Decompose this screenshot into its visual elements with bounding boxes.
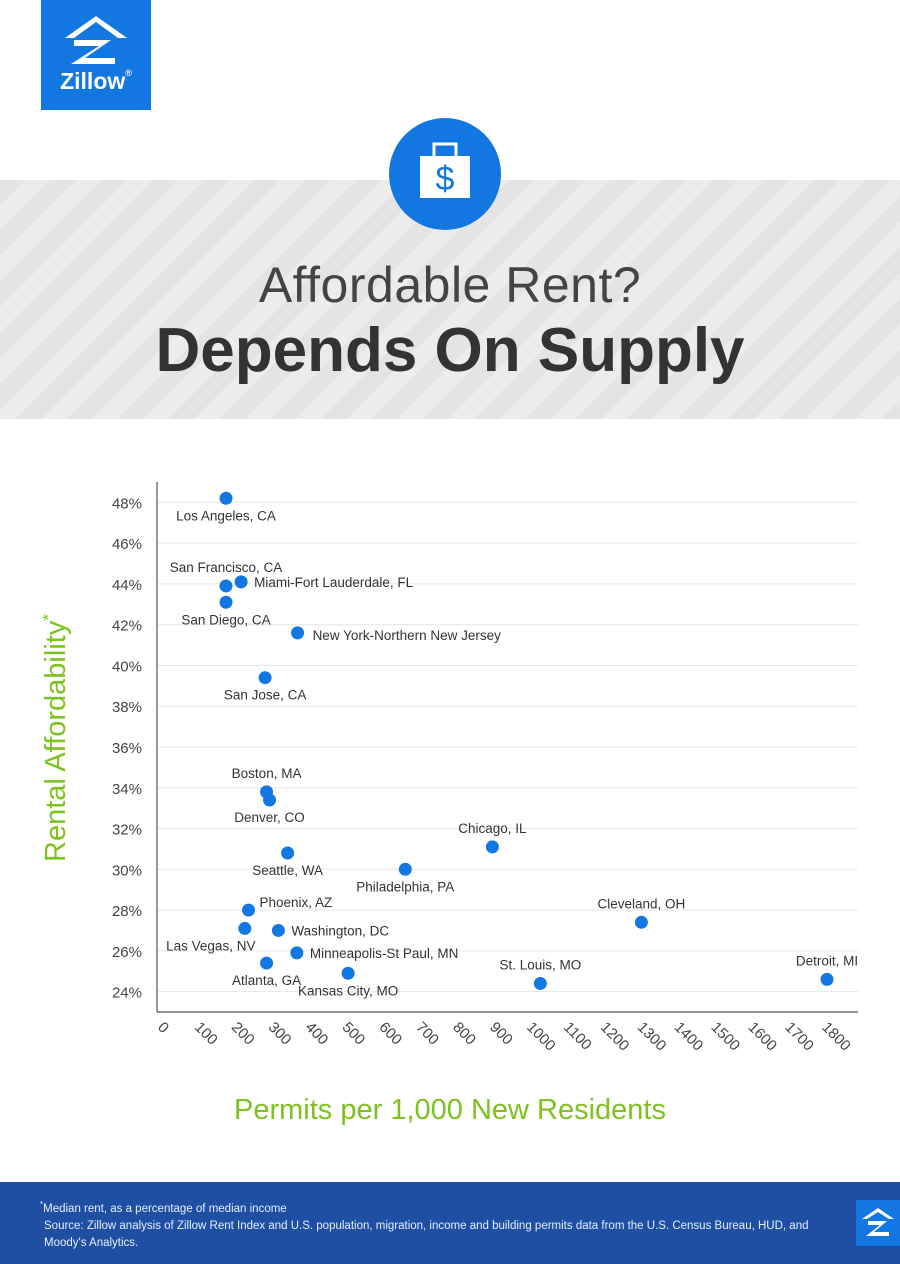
data-point xyxy=(234,575,248,589)
x-tick-label: 1300 xyxy=(634,1019,670,1055)
dollar-sign-icon: $ xyxy=(436,160,455,198)
data-point xyxy=(219,491,233,505)
data-label: New York-Northern New Jersey xyxy=(313,628,502,643)
x-tick-label: 300 xyxy=(265,1019,295,1049)
zillow-logo: Zillow® xyxy=(41,0,151,110)
data-point xyxy=(820,972,834,986)
data-label: Las Vegas, NV xyxy=(166,938,255,953)
y-tick-label: 38% xyxy=(112,699,142,716)
data-label: Kansas City, MO xyxy=(298,983,398,998)
data-label: Philadelphia, PA xyxy=(356,879,454,894)
data-label: Minneapolis-St Paul, MN xyxy=(310,946,459,961)
data-point xyxy=(241,903,255,917)
data-point xyxy=(485,840,499,854)
data-point xyxy=(238,921,252,935)
data-label: Atlanta, GA xyxy=(232,973,301,988)
y-tick-label: 30% xyxy=(112,862,142,879)
zillow-logo-icon xyxy=(65,16,127,64)
y-tick-label: 28% xyxy=(112,903,142,920)
x-tick-label: 600 xyxy=(376,1019,406,1049)
x-tick-label: 1000 xyxy=(523,1019,559,1055)
footer: *Median rent, as a percentage of median … xyxy=(0,1182,900,1264)
data-label: Boston, MA xyxy=(232,766,302,781)
data-point xyxy=(271,923,285,937)
data-label: Detroit, MI xyxy=(796,953,858,968)
data-label: San Diego, CA xyxy=(181,612,270,627)
source-note: Source: Zillow analysis of Zillow Rent I… xyxy=(44,1220,809,1249)
x-tick-label: 1500 xyxy=(708,1019,744,1055)
data-label: Miami-Fort Lauderdale, FL xyxy=(254,575,414,590)
data-point xyxy=(341,966,355,980)
y-axis-label: Rental Affordability* xyxy=(39,614,72,862)
x-tick-label: 700 xyxy=(412,1019,442,1049)
y-tick-label: 26% xyxy=(112,944,142,961)
data-label: Denver, CO xyxy=(234,810,305,825)
data-label: Phoenix, AZ xyxy=(259,895,332,910)
data-label: Chicago, IL xyxy=(458,821,527,836)
y-tick-label: 44% xyxy=(112,577,142,594)
data-label: Cleveland, OH xyxy=(598,896,686,911)
footer-logo xyxy=(856,1200,900,1246)
y-tick-label: 36% xyxy=(112,740,142,757)
x-axis-label: Permits per 1,000 New Residents xyxy=(234,1094,666,1126)
x-tick-label: 800 xyxy=(449,1019,479,1049)
x-tick-label: 0 xyxy=(154,1019,172,1037)
x-tick-label: 1800 xyxy=(818,1019,854,1055)
x-tick-label: 1200 xyxy=(597,1019,633,1055)
data-point xyxy=(291,626,305,640)
data-point xyxy=(260,956,274,970)
title-bold: Depends On Supply xyxy=(155,316,745,385)
y-tick-label: 40% xyxy=(112,658,142,675)
data-point xyxy=(533,976,547,990)
y-tick-label: 42% xyxy=(112,618,142,635)
data-label: San Jose, CA xyxy=(224,688,307,703)
x-tick-label: 200 xyxy=(228,1019,258,1049)
x-tick-label: 400 xyxy=(302,1019,332,1049)
y-tick-label: 48% xyxy=(112,495,142,512)
data-label: Washington, DC xyxy=(291,923,389,938)
data-label: St. Louis, MO xyxy=(499,957,581,972)
data-label: Seattle, WA xyxy=(252,863,323,878)
data-point xyxy=(634,915,648,929)
x-tick-label: 1700 xyxy=(781,1019,817,1055)
x-tick-label: 1400 xyxy=(671,1019,707,1055)
y-tick-label: 24% xyxy=(112,985,142,1002)
y-tick-label: 34% xyxy=(112,781,142,798)
money-icon-circle: $ xyxy=(389,118,501,230)
data-point xyxy=(219,595,233,609)
data-point xyxy=(258,671,272,685)
data-point xyxy=(219,579,233,593)
money-bag-icon: $ xyxy=(420,142,470,198)
x-tick-label: 1600 xyxy=(744,1019,780,1055)
data-point xyxy=(290,946,304,960)
x-tick-label: 1100 xyxy=(560,1019,595,1054)
data-point xyxy=(281,846,295,860)
data-point xyxy=(263,793,277,807)
zillow-wordmark: Zillow® xyxy=(60,68,132,94)
data-label: San Francisco, CA xyxy=(170,560,283,575)
footnote: *Median rent, as a percentage of median … xyxy=(40,1200,287,1215)
data-label: Los Angeles, CA xyxy=(176,508,276,523)
scatter-chart: 24% 26% 28% 30% 32% 34% 36% 38% 40% 42% 44% 46% 48% 0… xyxy=(112,482,858,1055)
zillow-logo-icon xyxy=(862,1208,894,1236)
title-light: Affordable Rent? xyxy=(258,257,642,313)
x-tick-label: 500 xyxy=(339,1019,369,1049)
x-tick-label: 900 xyxy=(486,1019,516,1049)
y-tick-label: 46% xyxy=(112,536,142,553)
data-point xyxy=(398,862,412,876)
x-tick-label: 100 xyxy=(191,1019,221,1049)
y-tick-label: 32% xyxy=(112,822,142,839)
